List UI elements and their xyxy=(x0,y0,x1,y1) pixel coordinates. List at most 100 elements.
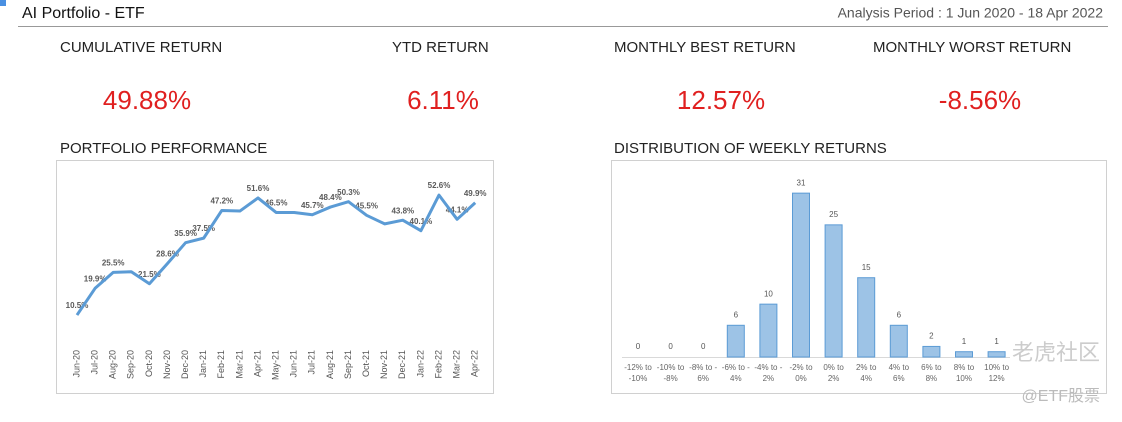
data-label: 44.1% xyxy=(446,205,469,214)
chart-frame xyxy=(611,160,1107,394)
chart-frame xyxy=(56,160,494,394)
data-label: 28.6% xyxy=(156,250,179,259)
data-label: 52.6% xyxy=(428,181,451,190)
data-label: 10 xyxy=(764,289,773,298)
x-tick-label-box: 0% to 2% xyxy=(823,363,844,383)
data-label: 37.5% xyxy=(192,224,215,233)
data-label: 45.5% xyxy=(355,201,378,210)
bar xyxy=(824,224,843,358)
bar xyxy=(759,303,778,358)
x-tick-label-box: 8% to 10% xyxy=(953,363,975,383)
x-tick-label: Oct-20 xyxy=(144,350,154,377)
data-label: 10.5% xyxy=(66,301,89,310)
stat-value: 49.88% xyxy=(103,85,191,115)
bar xyxy=(922,345,941,358)
chart-title: PORTFOLIO PERFORMANCE xyxy=(60,140,267,157)
x-tick-label: 10% to 12% xyxy=(984,363,1010,383)
data-label: 45.7% xyxy=(301,201,324,210)
data-label: 1 xyxy=(994,337,999,346)
data-label: 25.5% xyxy=(102,258,125,267)
x-tick-label: Dec-21 xyxy=(397,350,407,379)
data-label: 49.9% xyxy=(464,189,487,198)
data-label: 43.8% xyxy=(391,206,414,215)
corner-mark xyxy=(0,0,6,6)
x-tick-label: Jun-21 xyxy=(289,350,299,378)
x-tick-label: -6% to - 4% xyxy=(721,363,750,383)
x-tick-label: Aug-21 xyxy=(325,350,335,379)
stat-label: CUMULATIVE RETURN xyxy=(60,39,222,56)
x-tick-label: Sep-21 xyxy=(343,350,353,379)
data-label: 0 xyxy=(668,342,673,351)
data-label: 0 xyxy=(701,342,706,351)
data-label: 35.9% xyxy=(174,229,197,238)
x-tick-label-box: -8% to - 6% xyxy=(689,363,718,383)
x-tick-label: Nov-20 xyxy=(162,350,172,379)
x-tick-label: Mar-21 xyxy=(234,350,244,379)
x-tick-label: Apr-22 xyxy=(470,350,480,377)
stat-label: MONTHLY BEST RETURN xyxy=(614,39,796,56)
x-tick-label: Jan-22 xyxy=(415,350,425,378)
bar xyxy=(889,324,908,358)
watermark: 老虎社区 xyxy=(1012,340,1100,365)
data-label: 2 xyxy=(929,332,934,341)
x-tick-label: Sep-20 xyxy=(126,350,136,379)
x-tick-label: 6% to 8% xyxy=(921,363,942,383)
stat-value: 12.57% xyxy=(677,85,765,115)
x-tick-label-box: 2% to 4% xyxy=(856,363,876,383)
data-label: 46.5% xyxy=(265,199,288,208)
bar xyxy=(955,351,973,358)
x-tick-label: 0% to 2% xyxy=(823,363,844,383)
x-tick-label: -12% to -10% xyxy=(624,363,652,383)
analysis-period: Analysis Period : 1 Jun 2020 - 18 Apr 20… xyxy=(838,5,1104,21)
x-tick-label-box: -4% to - 2% xyxy=(754,363,783,383)
x-tick-label: -4% to - 2% xyxy=(754,363,783,383)
x-tick-label: Jul-21 xyxy=(307,350,317,375)
x-tick-label-box: -2% to 0% xyxy=(789,363,813,383)
bar xyxy=(792,192,810,358)
x-tick-label: -10% to -8% xyxy=(656,363,685,383)
data-label: 1 xyxy=(962,337,967,346)
stat-value: -8.56% xyxy=(939,85,1021,115)
performance-line xyxy=(75,193,477,316)
stat-label: MONTHLY WORST RETURN xyxy=(873,39,1071,56)
page-title: AI Portfolio - ETF xyxy=(22,5,145,22)
chart-title: DISTRIBUTION OF WEEKLY RETURNS xyxy=(614,140,887,157)
stat-label: YTD RETURN xyxy=(392,39,489,56)
x-tick-label: Oct-21 xyxy=(361,350,371,377)
watermark: @ETF股票 xyxy=(1022,387,1100,405)
x-tick-label: Nov-21 xyxy=(379,350,389,379)
x-tick-label: 8% to 10% xyxy=(953,363,975,383)
x-tick-label: Jul-20 xyxy=(89,350,99,375)
data-label: 40.1% xyxy=(410,217,433,226)
data-label: 48.4% xyxy=(319,193,342,202)
x-tick-label-box: 6% to 8% xyxy=(921,363,942,383)
x-tick-label: -2% to 0% xyxy=(789,363,813,383)
stat-value: 6.11% xyxy=(407,85,479,115)
bar xyxy=(987,351,1006,358)
x-tick-label: Aug-20 xyxy=(108,350,118,379)
x-tick-label: Feb-21 xyxy=(216,350,226,379)
x-tick-label: Apr-21 xyxy=(252,350,262,377)
x-tick-label: Dec-20 xyxy=(180,350,190,379)
data-label: 19.9% xyxy=(84,274,107,283)
x-tick-label: Feb-22 xyxy=(433,350,443,379)
x-tick-label: May-21 xyxy=(270,350,280,380)
data-label: 31 xyxy=(797,178,806,187)
data-label: 6 xyxy=(897,310,902,319)
data-label: 15 xyxy=(862,263,871,272)
data-label: 25 xyxy=(829,210,838,219)
data-label: 21.5% xyxy=(138,270,161,279)
bar xyxy=(726,324,745,358)
data-label: 50.3% xyxy=(337,188,360,197)
x-tick-label: Mar-22 xyxy=(451,350,461,379)
x-tick-label: 4% to 6% xyxy=(888,363,910,383)
x-tick-label-box: 4% to 6% xyxy=(888,363,910,383)
x-tick-label-box: 10% to 12% xyxy=(984,363,1010,383)
data-label: 47.2% xyxy=(210,197,233,206)
x-tick-label: Jan-21 xyxy=(198,350,208,378)
x-tick-label: -8% to - 6% xyxy=(689,363,718,383)
x-tick-label: Jun-20 xyxy=(71,350,81,378)
x-tick-label-box: -12% to -10% xyxy=(624,363,652,383)
bar xyxy=(857,277,876,358)
